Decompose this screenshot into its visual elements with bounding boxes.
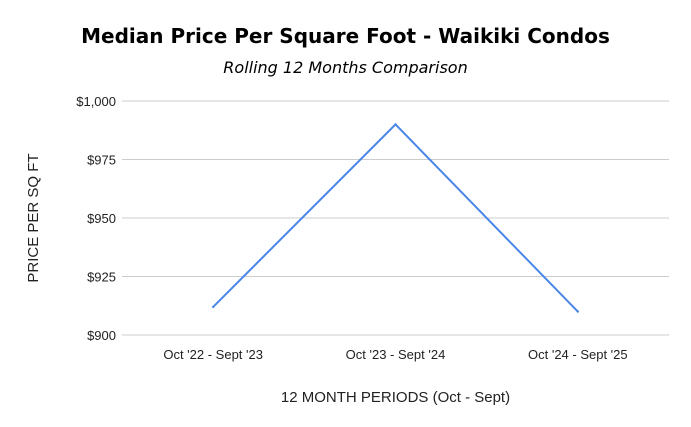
y-tick-label: $900 — [87, 328, 116, 343]
x-axis-ticks: Oct '22 - Sept '23 Oct '23 - Sept '24 Oct … — [163, 347, 627, 362]
y-axis-title: PRICE PER SQ FT — [25, 153, 42, 282]
series-lines — [211, 122, 580, 313]
chart-subtitle: Rolling 12 Months Comparison — [223, 58, 468, 77]
x-tick-label: Oct '22 - Sept '23 — [163, 347, 263, 362]
y-tick-label: $1,000 — [76, 94, 116, 109]
y-tick-label: $925 — [87, 270, 116, 285]
gridlines — [122, 100, 669, 336]
x-axis-title: 12 MONTH PERIODS (Oct - Sept) — [281, 389, 510, 406]
data-point — [576, 310, 580, 313]
x-tick-label: Oct '23 - Sept '24 — [346, 347, 446, 362]
data-point — [394, 123, 397, 126]
y-tick-label: $950 — [87, 211, 116, 226]
y-axis-ticks: $900 $925 $950 $975 $1,000 — [76, 94, 116, 343]
y-tick-label: $975 — [87, 153, 116, 168]
chart-title: Median Price Per Square Foot - Waikiki C… — [81, 24, 610, 48]
data-point — [211, 305, 215, 309]
x-tick-label: Oct '24 - Sept '25 — [528, 347, 628, 362]
